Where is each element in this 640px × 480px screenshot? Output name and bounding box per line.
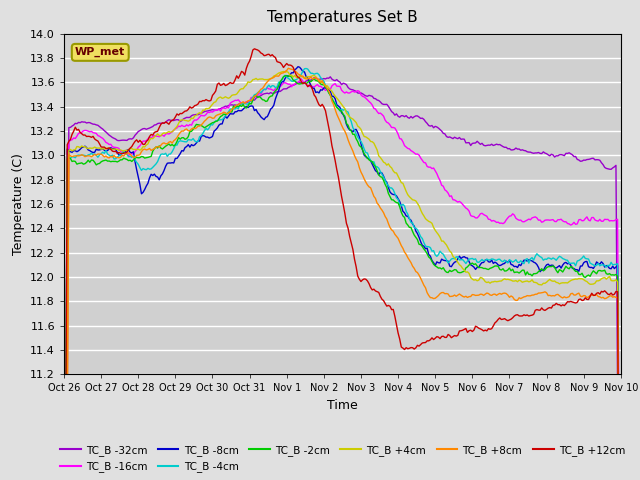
TC_B -8cm xyxy=(220,116,228,122)
TC_B -16cm xyxy=(565,221,573,227)
Legend: TC_B -32cm, TC_B -16cm, TC_B -8cm, TC_B -4cm, TC_B -2cm, TC_B +4cm, TC_B +8cm, T: TC_B -32cm, TC_B -16cm, TC_B -8cm, TC_B … xyxy=(56,441,629,476)
TC_B -16cm xyxy=(525,216,532,222)
TC_B -32cm xyxy=(157,120,164,126)
TC_B -4cm xyxy=(302,66,310,72)
TC_B +12cm xyxy=(220,81,228,86)
TC_B +12cm xyxy=(524,312,531,318)
TC_B -4cm xyxy=(525,260,532,266)
TC_B +8cm xyxy=(565,294,573,300)
Title: Temperatures Set B: Temperatures Set B xyxy=(267,11,418,25)
TC_B +12cm xyxy=(157,121,164,127)
TC_B -8cm xyxy=(491,259,499,265)
TC_B +12cm xyxy=(525,313,532,319)
Y-axis label: Temperature (C): Temperature (C) xyxy=(12,153,24,255)
TC_B -4cm xyxy=(565,261,573,266)
TC_B +4cm xyxy=(157,133,164,139)
TC_B -2cm xyxy=(157,145,164,151)
TC_B -8cm xyxy=(157,173,164,179)
TC_B -8cm xyxy=(524,258,531,264)
Line: TC_B -4cm: TC_B -4cm xyxy=(64,69,621,480)
Line: TC_B -2cm: TC_B -2cm xyxy=(64,75,621,480)
TC_B +8cm xyxy=(285,65,292,71)
TC_B -2cm xyxy=(220,111,228,117)
Text: WP_met: WP_met xyxy=(75,47,125,58)
TC_B -4cm xyxy=(220,115,228,121)
Line: TC_B +12cm: TC_B +12cm xyxy=(64,49,621,480)
TC_B -2cm xyxy=(525,272,532,277)
Line: TC_B -8cm: TC_B -8cm xyxy=(64,67,621,480)
TC_B -8cm xyxy=(565,260,573,266)
TC_B -4cm xyxy=(157,152,164,157)
TC_B +4cm xyxy=(524,278,531,284)
TC_B -2cm xyxy=(524,269,531,275)
TC_B -8cm xyxy=(525,257,532,263)
TC_B +8cm xyxy=(524,293,531,299)
TC_B +8cm xyxy=(220,109,228,115)
TC_B -2cm xyxy=(565,266,573,272)
TC_B -4cm xyxy=(491,257,499,263)
Line: TC_B +4cm: TC_B +4cm xyxy=(64,72,621,480)
Line: TC_B -32cm: TC_B -32cm xyxy=(64,77,621,480)
TC_B +12cm xyxy=(565,299,573,305)
TC_B -32cm xyxy=(524,149,531,155)
TC_B -2cm xyxy=(283,72,291,78)
TC_B -8cm xyxy=(294,64,302,70)
TC_B +4cm xyxy=(280,69,287,74)
TC_B -32cm xyxy=(565,150,573,156)
Line: TC_B +8cm: TC_B +8cm xyxy=(64,68,621,480)
TC_B -32cm xyxy=(220,104,228,110)
TC_B +4cm xyxy=(525,279,532,285)
TC_B -16cm xyxy=(491,218,499,224)
TC_B +8cm xyxy=(157,143,164,148)
TC_B -4cm xyxy=(524,256,531,262)
TC_B +4cm xyxy=(565,279,573,285)
TC_B -16cm xyxy=(524,217,531,223)
TC_B -2cm xyxy=(491,263,499,269)
TC_B +4cm xyxy=(220,95,228,101)
TC_B +4cm xyxy=(491,278,499,284)
TC_B +8cm xyxy=(491,291,499,297)
TC_B -16cm xyxy=(298,76,305,82)
TC_B -32cm xyxy=(525,149,532,155)
TC_B +12cm xyxy=(491,320,499,326)
TC_B -16cm xyxy=(157,133,164,139)
Line: TC_B -16cm: TC_B -16cm xyxy=(64,79,621,480)
TC_B +8cm xyxy=(525,293,532,299)
TC_B -16cm xyxy=(220,105,228,111)
X-axis label: Time: Time xyxy=(327,399,358,412)
TC_B -32cm xyxy=(326,74,334,80)
TC_B -32cm xyxy=(491,142,499,148)
TC_B +12cm xyxy=(251,46,259,52)
